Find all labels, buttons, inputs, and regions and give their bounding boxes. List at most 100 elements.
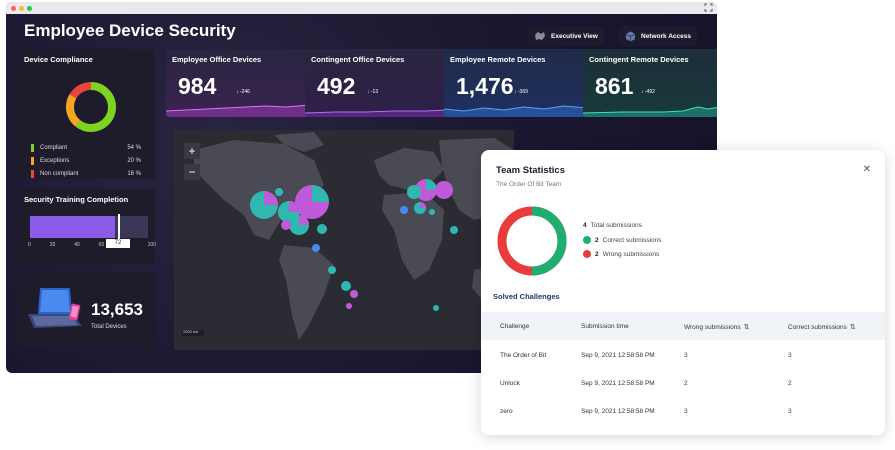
map-icon [535,32,545,40]
kpi-delta: ↓ -369 [514,89,528,95]
total-devices-label: Total Devices [91,324,127,330]
cell-wrong: 3 [684,408,688,415]
kpi-delta: ↓ -246 [236,89,250,95]
kpi-value: 861 [595,73,634,99]
cell-time: Sep 9, 2021 12:58:58 PM [581,380,655,387]
map-canvas [182,132,514,340]
correct-submissions: 2 Correct submissions [583,236,662,244]
training-ticks: 0 20 40 60 80 100 [28,242,156,248]
zoom-in-button[interactable]: + [184,143,200,159]
wrong-label: Wrong submissions [602,250,660,258]
security-training-title: Security Training Completion [24,195,129,204]
kpi-value: 492 [317,73,356,99]
legend-percent: 16 % [127,171,141,177]
laptop-phone-icon [28,288,82,328]
legend-label: Exceptions [40,158,70,164]
cell-challenge: zero [500,408,513,415]
wrong-dot-icon [583,250,591,258]
world-map[interactable]: 2000 km [174,130,514,350]
col-label: Wrong submissions [684,324,741,331]
sort-icon[interactable]: ⇅ [849,324,856,331]
compliance-donut [66,82,116,132]
kpi-title: Contingent Remote Devices [589,55,689,64]
kpi-value: 1,476 [456,73,514,99]
fullscreen-icon[interactable] [704,3,713,12]
tick-label: 20 [49,242,56,248]
cell-challenge: The Order of Bit [500,352,547,359]
zoom-out-button[interactable]: − [184,164,200,180]
card-subtitle: The Order Of Bit Team [496,181,562,188]
network-access-button[interactable]: Network Access [619,26,697,46]
legend-swatch [31,157,34,165]
total-count: 4 [583,222,587,229]
legend-percent: 54 % [127,145,141,151]
col-label: Correct submissions [788,324,847,331]
minimize-window-dot[interactable] [19,5,24,11]
correct-dot-icon [583,236,591,244]
cell-correct: 3 [788,408,792,415]
tick-label: 100 [147,242,156,248]
table-header: Challenge Submission time Wrong submissi… [481,312,885,340]
legend-swatch [31,144,34,152]
legend-swatch [31,170,34,178]
security-training-panel: Security Training Completion 72 0 20 40 … [18,189,156,264]
legend-label: Compliant [40,145,68,151]
kpi-delta: ↓ -492 [641,89,655,95]
submissions-donut [497,206,567,276]
cell-wrong: 2 [684,380,688,387]
executive-view-label: Executive View [551,32,598,40]
training-marker [118,214,120,240]
kpi-sparkline [305,109,448,117]
tick-label: 60 [98,242,105,248]
training-value-label: 72 [106,239,130,248]
dashboard-title: Employee Device Security [24,21,236,40]
wrong-count: 2 [595,250,599,258]
team-statistics-card: Team Statistics The Order Of Bit Team ✕ … [481,150,885,435]
legend-label: Non compliant [40,171,79,177]
window-titlebar [6,2,717,14]
kpi-sparkline [583,106,717,117]
legend-compliant: Compliant 54 % [31,144,141,152]
cell-correct: 3 [788,352,792,359]
map-scale-label: 2000 km [183,329,199,334]
device-compliance-panel: Device Compliance Compliant 54 % Excepti… [18,49,155,179]
cell-correct: 2 [788,380,792,387]
kpi-employee-office: Employee Office Devices 984 ↓ -246 [166,49,309,117]
kpi-sparkline [444,105,587,117]
correct-label: Correct submissions [602,236,662,244]
kpi-delta: ↓ -13 [367,89,379,95]
col-wrong-submissions[interactable]: Wrong submissions ⇅ [684,323,749,331]
sort-icon[interactable]: ⇅ [743,324,750,331]
legend-percent: 20 % [127,158,141,164]
kpi-contingent-office: Contingent Office Devices 492 ↓ -13 [305,49,448,117]
cell-time: Sep 9, 2021 12:58:58 PM [581,352,655,359]
kpi-sparkline [166,104,309,117]
kpi-title: Contingent Office Devices [311,55,405,64]
close-icon[interactable]: ✕ [862,164,871,175]
cell-time: Sep 9, 2021 12:58:58 PM [581,408,655,415]
col-correct-submissions[interactable]: Correct submissions ⇅ [788,323,856,331]
col-submission-time: Submission time [581,323,629,330]
executive-view-button[interactable]: Executive View [528,26,604,46]
legend-non-compliant: Non compliant 16 % [31,170,141,178]
kpi-title: Employee Office Devices [172,55,262,64]
total-devices-value: 13,653 [91,300,143,319]
network-access-label: Network Access [641,32,691,40]
kpi-value: 984 [178,73,217,99]
correct-count: 2 [595,236,599,244]
close-window-dot[interactable] [11,5,16,11]
total-submissions: 4 Total submissions [583,222,642,229]
tick-label: 40 [74,242,80,248]
maximize-window-dot[interactable] [27,5,32,11]
cube-icon [625,31,636,41]
kpi-contingent-remote: Contingent Remote Devices 861 ↓ -492 [583,49,717,117]
kpi-title: Employee Remote Devices [450,55,546,64]
cell-challenge: Unlock [500,380,520,387]
card-title: Team Statistics [496,165,565,176]
legend-exceptions: Exceptions 20 % [31,157,141,165]
wrong-submissions: 2 Wrong submissions [583,250,659,258]
kpi-employee-remote: Employee Remote Devices 1,476 ↓ -369 [444,49,587,117]
cell-wrong: 3 [684,352,688,359]
solved-challenges-title: Solved Challenges [493,292,560,301]
col-challenge: Challenge [500,323,530,330]
